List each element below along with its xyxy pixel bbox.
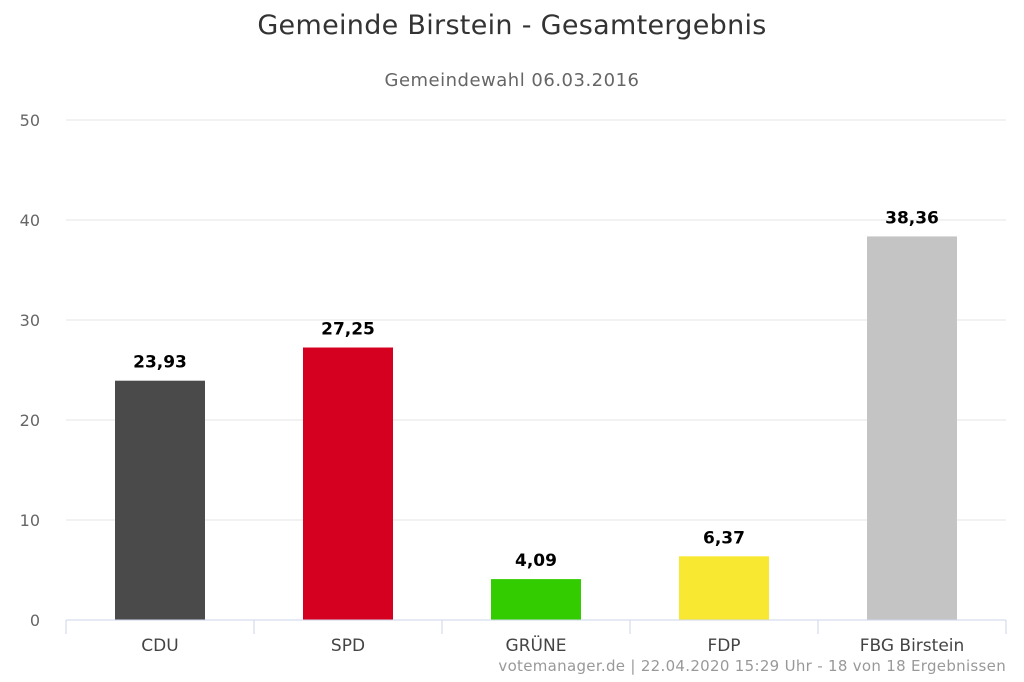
data-label: 38,36 <box>885 208 939 228</box>
y-tick-label: 40 <box>20 211 40 230</box>
bar[interactable] <box>491 579 581 620</box>
chart-subtitle: Gemeindewahl 06.03.2016 <box>384 70 640 91</box>
bar[interactable] <box>115 380 205 620</box>
data-label: 4,09 <box>515 551 557 571</box>
data-label: 6,37 <box>703 528 745 548</box>
chart-title: Gemeinde Birstein - Gesamtergebnis <box>257 10 767 41</box>
y-axis: 0 10 20 30 40 50 <box>20 111 40 630</box>
x-tick-label: CDU <box>141 636 178 656</box>
gridlines <box>66 119 1006 521</box>
bar[interactable] <box>679 556 769 620</box>
x-tick-label: GRÜNE <box>506 634 567 656</box>
bar[interactable] <box>303 347 393 621</box>
data-label: 27,25 <box>321 320 375 340</box>
credits-text[interactable]: votemanager.de | 22.04.2020 15:29 Uhr - … <box>498 657 1006 675</box>
y-tick-label: 10 <box>20 511 40 530</box>
x-tick-label: FDP <box>707 636 740 656</box>
x-axis: CDU SPD GRÜNE FDP FBG Birstein <box>65 619 1007 656</box>
bars: 23,93 27,25 4,09 6,37 38,36 <box>115 208 957 620</box>
data-label: 23,93 <box>133 353 187 373</box>
y-tick-label: 0 <box>30 611 40 630</box>
y-tick-label: 30 <box>20 311 40 330</box>
y-tick-label: 20 <box>20 411 40 430</box>
x-tick-label: FBG Birstein <box>860 636 965 656</box>
x-tick-label: SPD <box>331 636 365 656</box>
bar[interactable] <box>867 236 957 620</box>
y-tick-label: 50 <box>20 111 40 130</box>
